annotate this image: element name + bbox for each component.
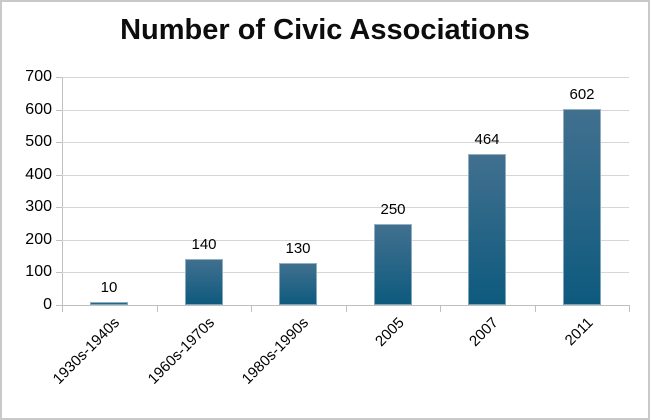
gridline <box>62 110 629 111</box>
y-axis-tick-label: 0 <box>43 296 52 313</box>
x-axis-tick <box>629 306 630 312</box>
y-axis-tick <box>56 272 62 273</box>
y-axis-tick <box>56 142 62 143</box>
bar <box>374 223 412 305</box>
gridline <box>62 142 629 143</box>
y-axis-tick-label: 100 <box>25 263 52 280</box>
bar <box>90 301 128 305</box>
gridline <box>62 77 629 78</box>
x-axis-category-label: 1930s-1940s <box>49 314 124 388</box>
x-axis-category-label: 2007 <box>465 314 502 350</box>
y-axis-tick-label: 500 <box>25 133 52 150</box>
y-axis-tick-label: 300 <box>25 198 52 215</box>
bar-value-label: 250 <box>380 201 406 218</box>
bar-value-label: 464 <box>474 131 500 148</box>
x-axis-category-label: 2011 <box>561 314 597 350</box>
y-axis-tick-label: 400 <box>25 166 52 183</box>
x-axis-category-label: 1980s-1990s <box>238 314 313 388</box>
y-axis-tick <box>56 207 62 208</box>
bar <box>279 262 317 305</box>
y-axis-tick <box>56 305 62 306</box>
bar-value-label: 140 <box>191 236 217 253</box>
y-axis-tick <box>56 175 62 176</box>
y-axis-tick <box>56 110 62 111</box>
x-axis-category-label: 2005 <box>371 314 408 350</box>
bar <box>185 259 223 305</box>
plot-area <box>62 77 630 306</box>
bar-value-label: 10 <box>100 279 118 296</box>
gridline <box>62 272 629 273</box>
x-axis-category-label: 1960s-1970s <box>144 314 219 388</box>
x-axis-tick <box>251 306 252 312</box>
bar-value-label: 130 <box>285 240 311 257</box>
y-axis-tick <box>56 240 62 241</box>
chart-title: Number of Civic Associations <box>120 14 530 46</box>
bar-value-label: 602 <box>569 86 595 103</box>
y-axis-tick <box>56 77 62 78</box>
bar <box>563 108 601 305</box>
x-axis-tick <box>62 306 63 312</box>
gridline <box>62 240 629 241</box>
x-axis-tick <box>346 306 347 312</box>
bar <box>468 153 506 305</box>
gridline <box>62 207 629 208</box>
x-axis-tick <box>440 306 441 312</box>
gridline <box>62 175 629 176</box>
x-axis-tick <box>157 306 158 312</box>
y-axis-tick-label: 600 <box>25 101 52 118</box>
y-axis-tick-label: 700 <box>25 68 52 85</box>
x-axis-tick <box>535 306 536 312</box>
y-axis-tick-label: 200 <box>25 231 52 248</box>
